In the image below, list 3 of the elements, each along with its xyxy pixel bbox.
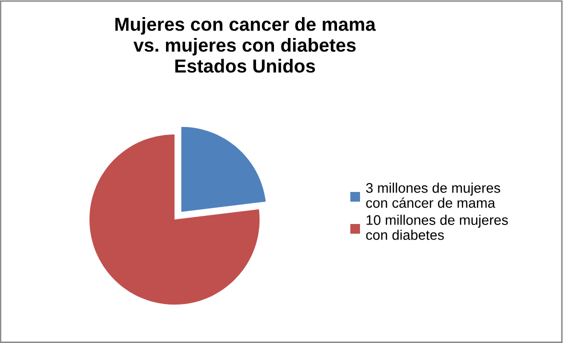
chart-title: Mujeres con cancer de mama vs. mujeres con diabetes Estados Unidos <box>115 17 376 73</box>
legend-label: 10 millones de mujeres con diabetes <box>366 214 508 240</box>
legend-label: 3 millones de mujeres con cáncer de mama <box>366 182 500 208</box>
